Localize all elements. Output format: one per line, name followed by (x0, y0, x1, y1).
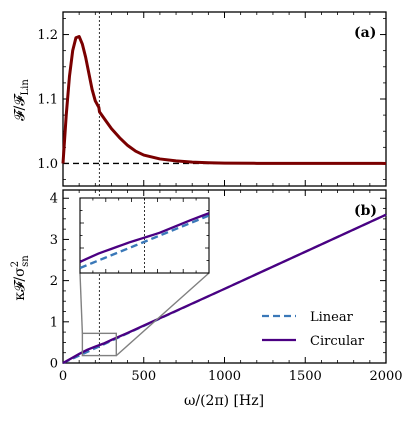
panel-b-xlabel: ω/(2π) [Hz] (184, 393, 264, 409)
panel-b-xtick-label: 1500 (289, 369, 322, 384)
panel-b-ylabel-main: κ𝓕/σ (12, 267, 28, 301)
panel-b-ylabel: κ𝓕/σ2sn (10, 255, 31, 301)
legend-linear-label: Linear (310, 310, 354, 325)
inset-plot (80, 198, 209, 273)
panel-b-ytick-label: 1 (50, 315, 58, 330)
panel-b-xtick-label: 0 (59, 369, 67, 384)
panel-a-tag: (a) (354, 25, 376, 41)
panel-a-ylabel-main: 𝓕/𝓕 (12, 93, 28, 121)
panel-a: 1.0 1.1 1.2 (a) 𝓕/𝓕Lin (12, 11, 387, 187)
panel-a-series-line (61, 34, 387, 165)
zoom-box (81, 332, 117, 357)
inset-series-circular-line (80, 212, 209, 263)
legend: Linear Circular (262, 310, 365, 349)
panel-a-ticks: 1.0 1.1 1.2 (37, 12, 387, 186)
panel-a-ytick-label: 1.2 (37, 28, 58, 43)
zoom-connector-right (115, 272, 210, 357)
inset-series-linear-line (80, 214, 209, 270)
panel-b-xtick-label: 2000 (369, 369, 402, 384)
panel-b-xtick-label: 500 (131, 369, 156, 384)
panel-b-series-circular-line (62, 213, 387, 365)
panel-a-frame (62, 11, 387, 187)
panel-b-ytick-label: 4 (50, 192, 58, 207)
panel-b-ylabel-sub: sn (20, 255, 31, 267)
panel-a-ytick-label: 1.1 (37, 93, 58, 108)
panel-b-ytick-label: 0 (50, 357, 58, 372)
legend-circular-label: Circular (310, 334, 365, 349)
panel-b-ticks: 0 500 1000 1500 2000 0 1 2 3 4 (50, 190, 403, 384)
zoom-connector-left (79, 272, 84, 334)
panel-b-ylabel-sup: 2 (10, 261, 21, 267)
panel-b-xtick-label: 1000 (208, 369, 241, 384)
panel-a-ylabel: 𝓕/𝓕Lin (12, 79, 31, 121)
panel-a-plot (61, 12, 387, 186)
panel-b-tag: (b) (354, 203, 377, 219)
panel-a-ytick-label: 1.0 (37, 157, 58, 172)
inset-ticks (79, 197, 210, 274)
panel-b-ytick-label: 3 (50, 233, 58, 248)
panel-b-ytick-label: 2 (50, 274, 58, 289)
panel-a-ylabel-sub: Lin (20, 79, 31, 96)
zoom-inset (79, 197, 210, 274)
